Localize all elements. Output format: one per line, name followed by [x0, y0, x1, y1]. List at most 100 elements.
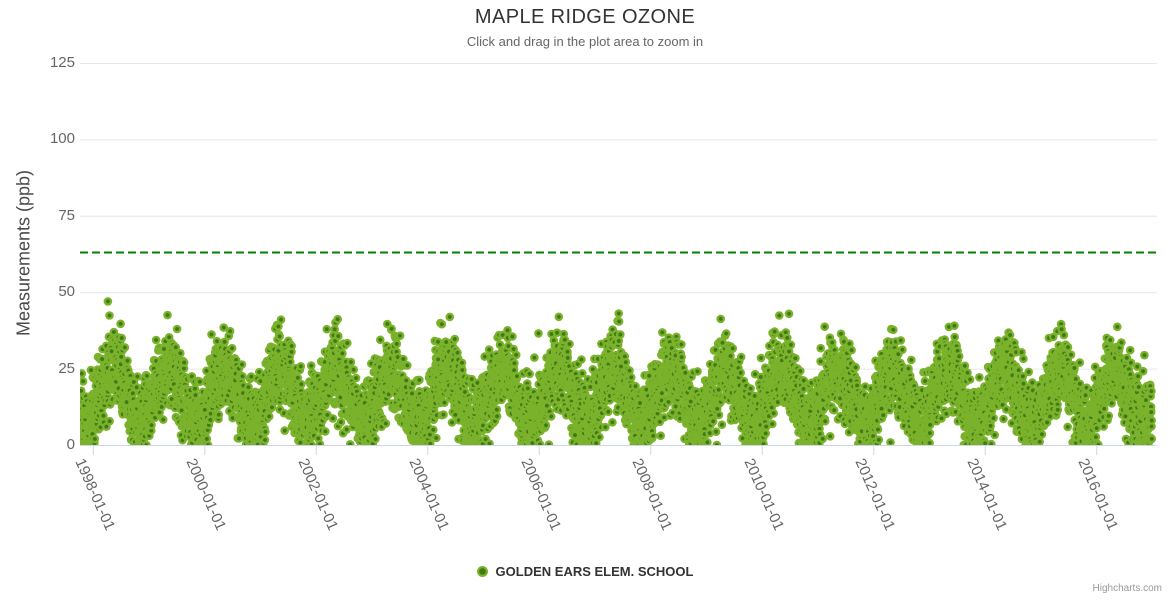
data-point[interactable] [116, 319, 125, 329]
data-point[interactable] [565, 339, 574, 349]
data-point[interactable] [227, 343, 237, 353]
data-point[interactable] [648, 431, 658, 441]
data-point[interactable] [346, 357, 356, 367]
data-point[interactable] [225, 326, 235, 336]
data-point[interactable] [267, 403, 277, 412]
data-point[interactable] [608, 418, 617, 427]
data-point[interactable] [721, 329, 731, 338]
data-point[interactable] [450, 334, 460, 344]
data-point[interactable] [816, 343, 825, 353]
data-point[interactable] [260, 435, 270, 445]
data-point[interactable] [458, 365, 467, 375]
data-point[interactable] [78, 369, 87, 378]
data-point[interactable] [425, 439, 435, 448]
data-point[interactable] [677, 340, 686, 349]
data-point[interactable] [457, 358, 467, 368]
data-point[interactable] [415, 375, 424, 385]
data-point[interactable] [614, 309, 623, 318]
data-point[interactable] [237, 360, 247, 369]
data-point[interactable] [214, 410, 224, 420]
data-point[interactable] [432, 433, 441, 443]
data-point[interactable] [440, 398, 449, 408]
data-point[interactable] [117, 333, 126, 343]
data-point[interactable] [264, 412, 274, 421]
data-point[interactable] [287, 341, 297, 351]
data-point[interactable] [693, 367, 702, 376]
data-point[interactable] [614, 317, 624, 326]
data-point[interactable] [120, 343, 130, 352]
data-point[interactable] [791, 353, 800, 363]
data-point[interactable] [328, 414, 338, 423]
data-point[interactable] [711, 427, 721, 437]
data-point[interactable] [439, 410, 448, 419]
data-point[interactable] [401, 376, 411, 385]
data-point[interactable] [563, 353, 573, 363]
data-point[interactable] [530, 353, 539, 362]
data-point[interactable] [315, 439, 325, 449]
data-point[interactable] [728, 344, 738, 353]
data-point[interactable] [525, 369, 534, 379]
data-point[interactable] [775, 311, 784, 320]
data-point[interactable] [577, 355, 586, 364]
data-point[interactable] [820, 322, 829, 332]
data-point[interactable] [552, 328, 562, 338]
data-point[interactable] [534, 329, 543, 338]
data-point[interactable] [717, 420, 727, 430]
data-point[interactable] [179, 364, 189, 373]
data-point[interactable] [345, 440, 355, 449]
data-point[interactable] [601, 422, 610, 432]
data-point[interactable] [437, 319, 447, 329]
data-point[interactable] [392, 339, 402, 349]
data-point[interactable] [276, 315, 286, 325]
data-point[interactable] [123, 356, 132, 366]
data-point[interactable] [275, 332, 284, 341]
data-point[interactable] [307, 440, 316, 450]
data-point[interactable] [191, 390, 200, 400]
data-point[interactable] [554, 312, 564, 322]
data-point[interactable] [133, 372, 142, 381]
data-point[interactable] [158, 415, 168, 424]
data-point[interactable] [261, 427, 270, 437]
data-point[interactable] [179, 358, 189, 367]
scatter-series-golden-ears[interactable] [76, 297, 1157, 450]
data-point[interactable] [280, 426, 290, 435]
data-point[interactable] [677, 352, 686, 362]
data-point[interactable] [563, 347, 572, 357]
data-point[interactable] [334, 331, 343, 341]
data-point[interactable] [349, 365, 359, 375]
data-point[interactable] [480, 352, 490, 361]
data-point[interactable] [546, 412, 556, 421]
data-point[interactable] [147, 420, 156, 430]
data-point[interactable] [286, 357, 295, 367]
data-point[interactable] [403, 361, 412, 370]
data-point[interactable] [541, 421, 551, 430]
data-point[interactable] [212, 336, 222, 346]
data-point[interactable] [796, 366, 805, 376]
data-point[interactable] [105, 311, 114, 320]
data-point[interactable] [238, 372, 247, 381]
data-point[interactable] [716, 314, 725, 324]
data-point[interactable] [142, 440, 151, 450]
data-point[interactable] [485, 439, 494, 448]
data-point[interactable] [746, 384, 755, 393]
data-point[interactable] [297, 379, 306, 389]
data-point[interactable] [511, 350, 521, 360]
data-point[interactable] [376, 335, 385, 345]
data-point[interactable] [656, 431, 665, 441]
data-point[interactable] [176, 348, 185, 358]
data-point[interactable] [825, 432, 835, 441]
data-point[interactable] [371, 434, 380, 444]
data-point[interactable] [445, 312, 455, 322]
data-point[interactable] [736, 368, 745, 378]
data-point[interactable] [714, 410, 724, 420]
data-point[interactable] [381, 419, 391, 428]
data-point[interactable] [784, 309, 794, 319]
data-point[interactable] [206, 415, 215, 425]
data-point[interactable] [818, 434, 827, 444]
data-point[interactable] [172, 324, 182, 334]
data-point[interactable] [342, 425, 352, 434]
data-point[interactable] [336, 417, 346, 427]
data-point[interactable] [387, 324, 396, 334]
data-point[interactable] [306, 361, 316, 370]
